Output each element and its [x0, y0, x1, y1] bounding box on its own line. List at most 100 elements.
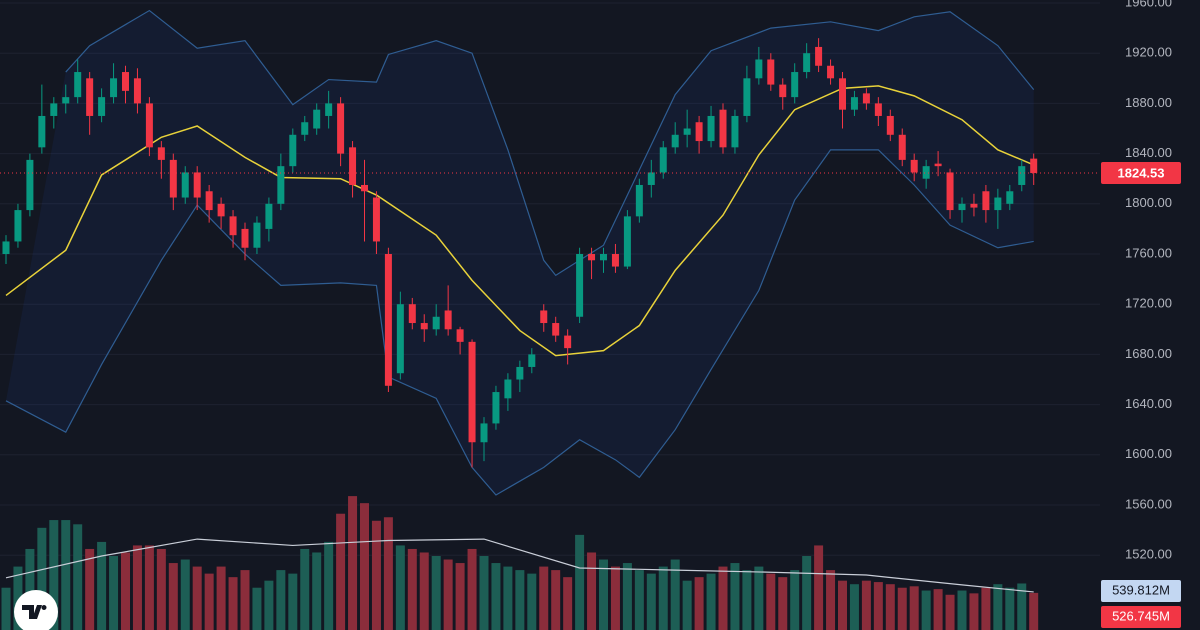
candle-body: [576, 254, 584, 317]
candle-body: [38, 115, 46, 148]
candle-body: [372, 197, 380, 242]
candle-body: [922, 166, 930, 179]
candle-body: [145, 103, 153, 148]
candle-body: [898, 134, 906, 160]
volume-bar: [216, 566, 226, 630]
volume-bar: [360, 503, 369, 630]
candle-body: [229, 216, 237, 236]
candle-body: [157, 147, 165, 160]
candle-body: [361, 184, 368, 192]
candle-body: [719, 109, 727, 148]
volume-bar: [97, 541, 107, 630]
volume-bar: [85, 548, 95, 630]
volume-ma-line: [5, 538, 1034, 593]
candle-body: [277, 166, 285, 204]
volume-ma-label: 539.812M: [1112, 582, 1170, 597]
volume-bar: [670, 559, 680, 630]
candle-body: [432, 316, 440, 330]
candle-body: [420, 323, 428, 330]
candle-body: [26, 159, 34, 211]
y-tick-label: 1760.00: [1125, 245, 1172, 260]
candle-body: [982, 191, 990, 211]
volume-bar: [73, 524, 83, 630]
volume-bar: [694, 577, 704, 630]
volume-bar: [706, 573, 716, 630]
volume-bar: [252, 587, 262, 630]
volume-bar: [933, 589, 943, 630]
candle-body: [480, 423, 488, 443]
volume-bar: [1, 587, 11, 630]
volume-bar: [443, 559, 453, 630]
logo-mark: [22, 605, 47, 619]
candle-body: [205, 191, 213, 211]
volume-bar: [814, 545, 824, 630]
candle-body: [384, 254, 392, 386]
candle-body: [74, 72, 82, 98]
candle-body: [1006, 191, 1014, 204]
candle-body: [62, 97, 70, 104]
bollinger-bands: [5, 9, 1035, 496]
candle-body: [850, 97, 858, 110]
candle-body: [2, 241, 10, 255]
candle-body: [588, 254, 596, 261]
candle-body: [289, 134, 297, 167]
candle-body: [1018, 166, 1026, 185]
volume-bar: [503, 566, 513, 630]
candle-body: [731, 115, 739, 148]
candle-body: [241, 228, 249, 248]
candle-body: [98, 97, 106, 116]
volume-bar: [921, 590, 931, 630]
volume-bar: [778, 577, 788, 630]
y-tick-label: 1840.00: [1125, 145, 1172, 160]
candle-body: [970, 203, 978, 208]
volume-bar: [838, 580, 847, 630]
volume-bar: [132, 545, 142, 630]
volume-bar: [192, 566, 202, 630]
volume-bar: [407, 548, 417, 630]
candle-body: [671, 134, 679, 148]
volume-bar: [945, 594, 955, 630]
candle-body: [886, 115, 894, 135]
volume-bar: [13, 566, 23, 630]
candle-body: [767, 59, 775, 85]
volume-bar: [587, 552, 597, 630]
volume-ma-box: [1101, 580, 1181, 602]
volume-bar: [539, 566, 549, 630]
volume-bar: [634, 570, 644, 630]
candle-body: [396, 304, 404, 374]
band-line: [65, 9, 1035, 277]
volume-bar: [861, 580, 871, 630]
volume-bar: [802, 556, 812, 630]
y-tick-label: 1560.00: [1125, 496, 1172, 511]
volume-bar: [563, 577, 573, 630]
volume-bar: [300, 548, 310, 630]
candle-body: [468, 341, 476, 443]
volume-bar: [646, 573, 656, 630]
candle-body: [635, 184, 643, 217]
volume-bar: [336, 513, 346, 630]
candle-body: [540, 310, 548, 324]
volume-bar: [969, 593, 979, 630]
volume-bar: [897, 587, 907, 630]
y-tick-label: 1520.00: [1125, 547, 1172, 562]
candle-body: [815, 46, 823, 66]
y-tick-label: 1800.00: [1125, 195, 1172, 210]
y-tick-label: 1880.00: [1125, 95, 1172, 110]
volume-bar: [658, 566, 668, 630]
volume-bar: [551, 570, 561, 630]
candle-body: [564, 335, 572, 349]
volume-bar: [204, 573, 214, 630]
volume-bar: [395, 545, 405, 630]
candle-body: [707, 115, 715, 142]
volume-bar: [109, 556, 119, 630]
candle-body: [827, 65, 835, 79]
candle-body: [349, 147, 357, 185]
volume-bar: [228, 577, 238, 630]
band-line: [5, 149, 1034, 496]
volume-bar: [957, 590, 967, 630]
volume-bar: [348, 496, 358, 630]
volume-pane: [1, 496, 1039, 630]
y-tick-label: 1720.00: [1125, 296, 1172, 311]
